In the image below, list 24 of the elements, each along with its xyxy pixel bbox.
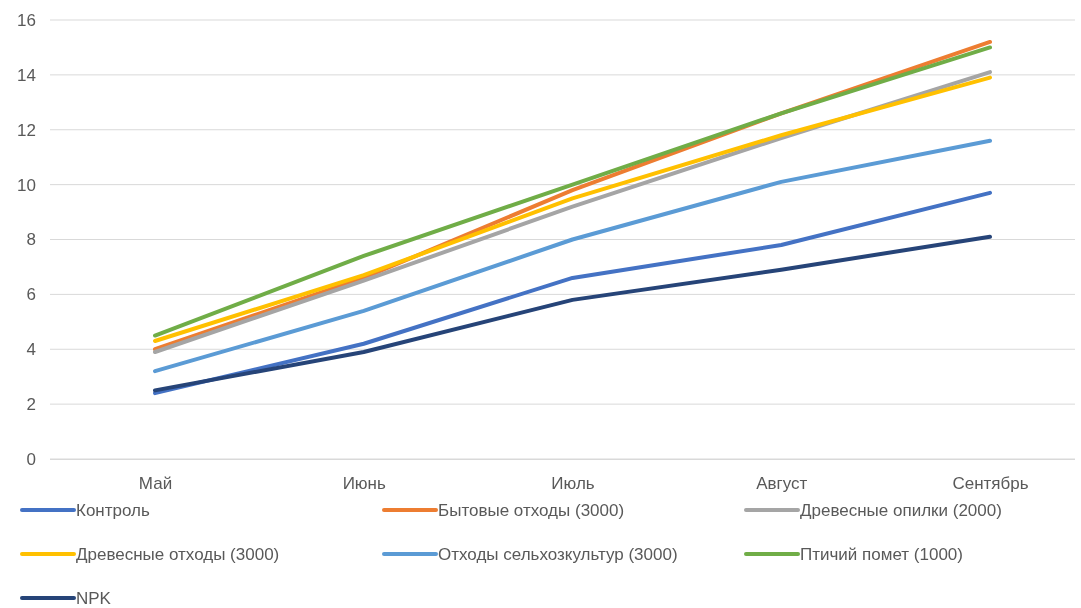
y-tick-label: 10 [17, 175, 36, 195]
legend-label: Отходы сельхозкультур (3000) [438, 545, 678, 564]
legend-label: Птичий помет (1000) [800, 545, 963, 564]
x-tick-label: Август [756, 474, 808, 494]
x-tick-label: Май [138, 474, 173, 494]
y-tick-label: 0 [26, 449, 36, 469]
x-tick-label: Сентябрь [952, 474, 1029, 494]
x-tick-label: Июль [551, 474, 595, 494]
y-tick-label: 2 [26, 395, 36, 415]
y-tick-label: 8 [26, 230, 36, 250]
x-tick-label: Июнь [342, 474, 386, 494]
y-tick-label: 12 [17, 120, 36, 140]
legend-label: Древесные опилки (2000) [800, 501, 1002, 520]
y-tick-label: 16 [17, 10, 36, 30]
legend-label: Древесные отходы (3000) [76, 545, 280, 564]
legend-label: Контроль [76, 501, 150, 520]
line-series [153, 190, 992, 396]
line-series [153, 138, 992, 374]
legend-label: NPK [76, 589, 112, 608]
y-tick-label: 4 [26, 340, 36, 360]
y-tick-label: 14 [17, 65, 36, 85]
line-series [153, 234, 992, 393]
y-tick-label: 6 [26, 285, 36, 305]
legend-label: Бытовые отходы (3000) [438, 501, 625, 520]
